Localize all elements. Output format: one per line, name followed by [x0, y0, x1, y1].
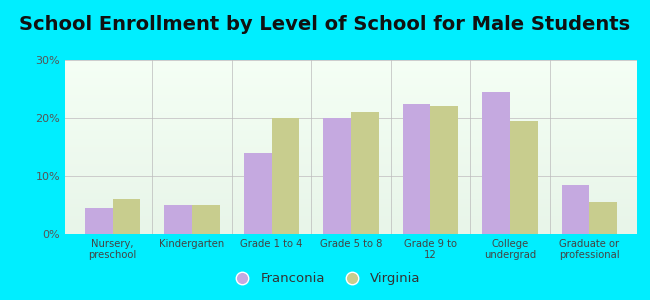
Bar — [164, 205, 192, 234]
Bar — [244, 153, 272, 234]
Bar — [112, 199, 140, 234]
Bar — [85, 208, 112, 234]
Bar — [323, 118, 351, 234]
Bar — [351, 112, 379, 234]
Bar — [510, 121, 538, 234]
Bar — [482, 92, 510, 234]
Bar — [562, 185, 590, 234]
Bar — [192, 205, 220, 234]
Bar — [590, 202, 617, 234]
Bar — [402, 103, 430, 234]
Text: School Enrollment by Level of School for Male Students: School Enrollment by Level of School for… — [20, 15, 630, 34]
Bar — [272, 118, 300, 234]
Bar — [430, 106, 458, 234]
Legend: Franconia, Virginia: Franconia, Virginia — [224, 267, 426, 290]
